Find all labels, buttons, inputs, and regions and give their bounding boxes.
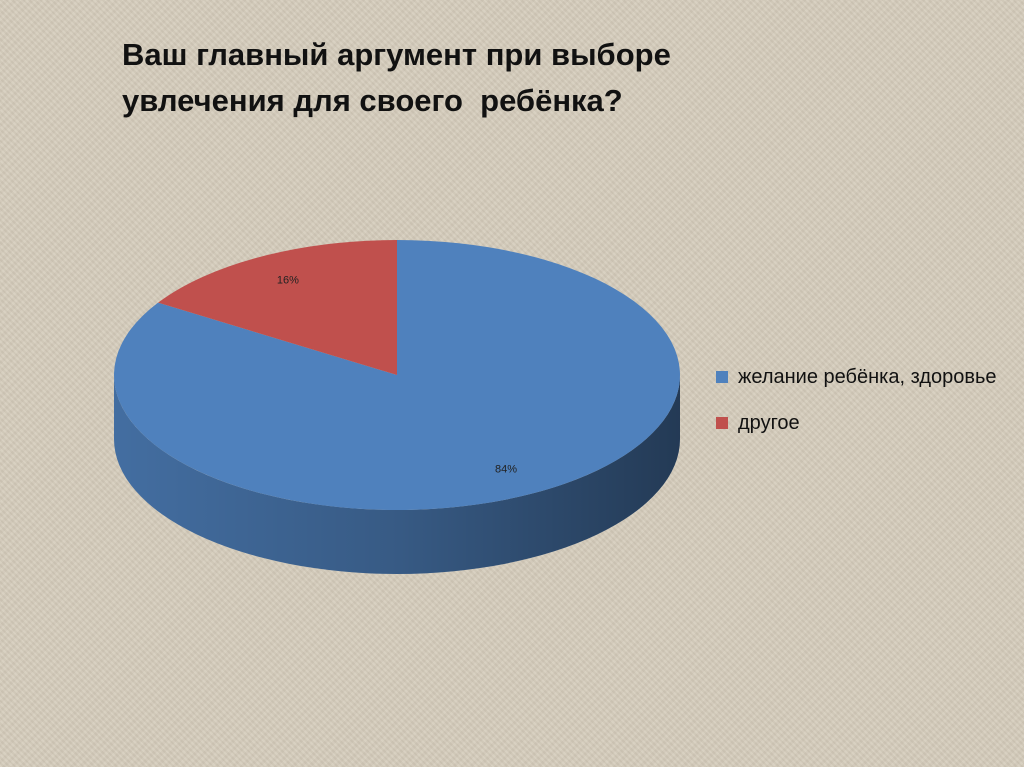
legend-label: желание ребёнка, здоровье [738,366,997,388]
slice [158,240,397,375]
legend-label: другое [738,412,800,434]
slice-side [114,375,680,574]
legend-item: другое [716,408,1018,438]
data-label: 16% [277,274,299,286]
slice-side-shade [114,375,680,574]
chart-title: Ваш главный аргумент при выборе увлечени… [122,37,680,118]
data-label: 84% [495,464,517,476]
legend-item: желание ребёнка, здоровье [716,362,1018,392]
legend-swatch [716,371,728,383]
legend-swatch [716,417,728,429]
